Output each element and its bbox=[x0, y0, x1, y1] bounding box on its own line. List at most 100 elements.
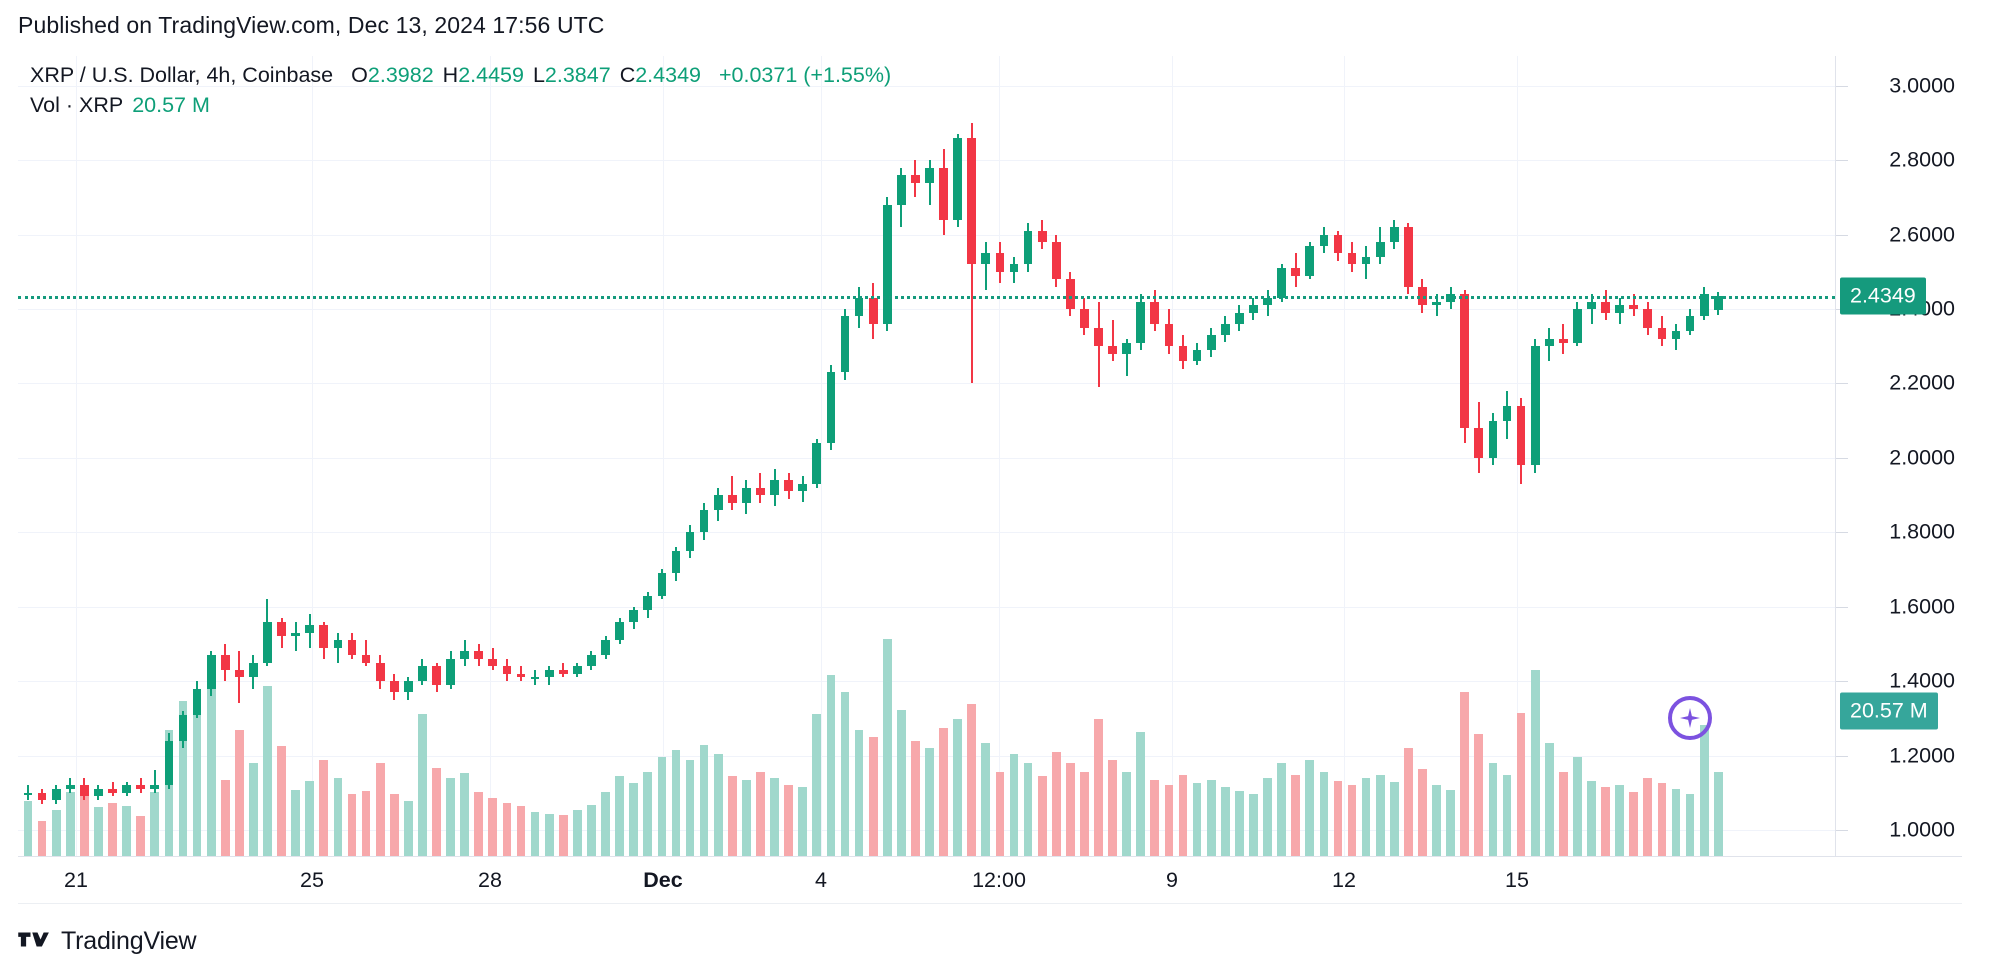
volume-bar bbox=[1333, 780, 1343, 856]
volume-bar bbox=[418, 714, 427, 856]
volume-bar bbox=[1685, 794, 1695, 856]
volume-bar bbox=[94, 807, 103, 856]
candle-body bbox=[1220, 323, 1230, 336]
volume-bar bbox=[981, 742, 991, 856]
volume-bar bbox=[925, 748, 934, 856]
grid-line-vertical bbox=[663, 56, 664, 856]
candle-body bbox=[1685, 316, 1695, 332]
volume-bar bbox=[333, 778, 343, 856]
grid-line-horizontal bbox=[18, 606, 1835, 608]
candle-body bbox=[516, 673, 526, 678]
volume-bar bbox=[1206, 779, 1216, 856]
candle-body bbox=[1389, 227, 1399, 243]
volume-bar bbox=[375, 763, 385, 856]
candle-body bbox=[23, 792, 33, 795]
candle-body bbox=[1065, 279, 1075, 310]
candle-body bbox=[882, 204, 892, 324]
volume-bar bbox=[460, 772, 470, 856]
candle-wick bbox=[1125, 338, 1128, 376]
volume-bar bbox=[1460, 692, 1470, 856]
candle-body bbox=[812, 442, 822, 484]
volume-bar bbox=[1516, 712, 1526, 856]
volume-bar bbox=[1530, 670, 1540, 856]
volume-bar bbox=[812, 714, 822, 856]
volume-bar bbox=[558, 815, 568, 856]
price-axis-tick: 1.8000 bbox=[1889, 519, 1955, 544]
volume-bar bbox=[446, 778, 455, 856]
volume-bar bbox=[1009, 754, 1019, 856]
candle-body bbox=[1150, 301, 1160, 324]
candle-body bbox=[1516, 405, 1526, 466]
volume-bar bbox=[1263, 778, 1272, 856]
candle-body bbox=[1235, 312, 1244, 324]
candle-wick bbox=[1111, 320, 1114, 362]
candle-body bbox=[80, 785, 89, 797]
grid-line-horizontal bbox=[18, 309, 1835, 311]
candle-body bbox=[460, 651, 470, 659]
volume-bar bbox=[953, 718, 963, 856]
candle-body bbox=[122, 785, 131, 793]
candle-body bbox=[742, 487, 751, 503]
price-tick-dash bbox=[1836, 755, 1848, 757]
volume-bar bbox=[1657, 783, 1667, 856]
chart-plot-area[interactable] bbox=[18, 56, 1835, 856]
candle-body bbox=[1206, 335, 1216, 350]
candle-body bbox=[305, 625, 315, 633]
volume-value-badge[interactable]: 20.57 M bbox=[1840, 692, 1938, 730]
candle-wick bbox=[294, 621, 297, 652]
volume-bar bbox=[1404, 748, 1413, 856]
volume-bar bbox=[1051, 751, 1061, 856]
volume-bar bbox=[305, 780, 315, 856]
volume-bar bbox=[488, 797, 498, 856]
volume-bar bbox=[1249, 794, 1258, 856]
grid-line-vertical bbox=[76, 56, 77, 856]
candle-body bbox=[234, 669, 244, 678]
price-axis-tick: 1.2000 bbox=[1889, 743, 1955, 768]
candle-body bbox=[474, 651, 484, 659]
volume-bar bbox=[136, 816, 146, 856]
grid-line-horizontal bbox=[18, 85, 1835, 87]
volume-bar bbox=[573, 810, 582, 856]
volume-bar bbox=[939, 727, 948, 856]
volume-bar bbox=[192, 707, 202, 856]
candle-body bbox=[1643, 309, 1653, 328]
volume-bar bbox=[1277, 763, 1286, 856]
volume-bar bbox=[389, 794, 399, 856]
candle-wick bbox=[153, 770, 156, 793]
volume-bar bbox=[1235, 790, 1244, 856]
volume-bar bbox=[516, 806, 526, 856]
candle-body bbox=[713, 495, 723, 510]
candle-wick bbox=[520, 666, 523, 682]
volume-bar bbox=[1558, 771, 1568, 856]
candle-body bbox=[573, 666, 582, 674]
current-price-badge[interactable]: 2.4349 bbox=[1840, 277, 1926, 315]
candle-body bbox=[685, 532, 695, 551]
grid-line-horizontal bbox=[18, 383, 1835, 385]
volume-bar bbox=[474, 792, 484, 856]
volume-bar bbox=[1713, 771, 1723, 856]
candle-body bbox=[178, 714, 188, 741]
candle-body bbox=[1263, 297, 1272, 306]
ai-sparkle-icon[interactable] bbox=[1668, 696, 1713, 740]
volume-bar bbox=[1164, 785, 1174, 856]
volume-bar bbox=[587, 804, 596, 856]
price-tick-dash bbox=[1836, 160, 1848, 162]
time-axis[interactable]: 21 25 28 Dec 4 12:00 9 12 15 bbox=[18, 856, 1962, 904]
candle-body bbox=[1432, 301, 1441, 306]
price-axis[interactable]: 3.00002.80002.60002.40002.20002.00001.80… bbox=[1835, 56, 1963, 856]
grid-line-vertical bbox=[821, 56, 822, 856]
candle-body bbox=[643, 595, 653, 611]
candle-body bbox=[1277, 268, 1286, 298]
candle-body bbox=[1404, 227, 1413, 287]
tradingview-logo-icon bbox=[18, 929, 50, 955]
candle-body bbox=[1023, 230, 1033, 265]
volume-bar bbox=[911, 741, 920, 856]
volume-bar bbox=[1192, 783, 1202, 856]
candle-body bbox=[220, 655, 230, 670]
price-axis-tick: 2.0000 bbox=[1889, 445, 1955, 470]
candle-body bbox=[657, 573, 667, 596]
price-tick-dash bbox=[1836, 681, 1848, 683]
candle-body bbox=[727, 495, 737, 503]
volume-bar bbox=[1319, 771, 1329, 856]
volume-bar bbox=[1544, 742, 1554, 856]
